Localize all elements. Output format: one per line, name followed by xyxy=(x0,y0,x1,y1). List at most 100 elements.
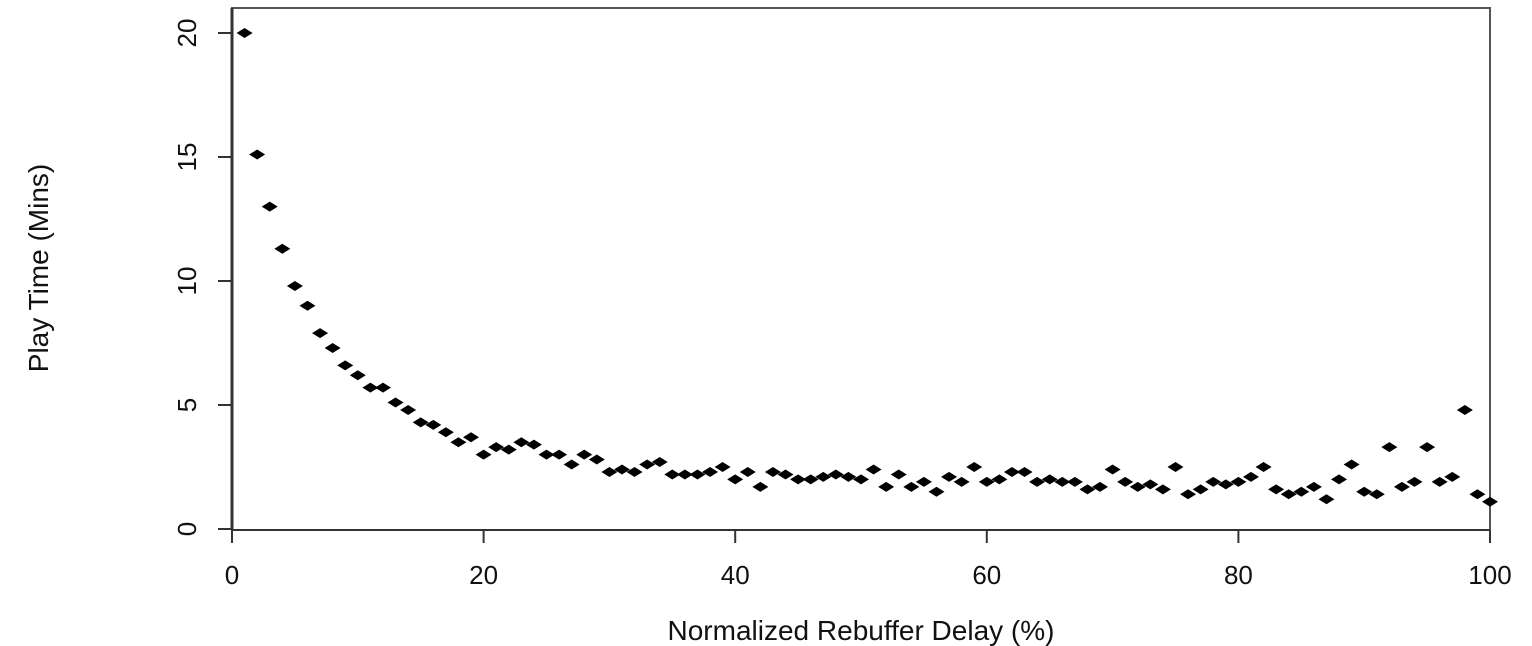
data-point xyxy=(928,486,945,497)
data-point xyxy=(714,462,731,472)
y-tick-label: 15 xyxy=(172,143,202,172)
data-point xyxy=(702,466,719,477)
x-tick-label: 40 xyxy=(721,560,750,590)
data-point xyxy=(689,469,706,480)
data-point xyxy=(1331,474,1348,485)
data-point xyxy=(739,466,756,477)
data-point xyxy=(613,464,630,475)
data-point xyxy=(1444,471,1461,482)
data-point xyxy=(966,462,983,472)
data-point xyxy=(1117,476,1134,487)
data-point xyxy=(500,444,517,455)
data-points xyxy=(236,28,1498,507)
x-tick-label: 0 xyxy=(225,560,239,590)
data-point xyxy=(1268,484,1285,495)
data-point xyxy=(1054,476,1071,487)
y-tick-label: 20 xyxy=(172,19,202,48)
data-point xyxy=(978,476,995,487)
data-point xyxy=(1343,459,1360,470)
data-point xyxy=(1041,474,1058,485)
data-point xyxy=(450,437,467,448)
data-point xyxy=(1393,481,1410,492)
data-point xyxy=(915,476,932,487)
data-point xyxy=(437,427,454,438)
data-point xyxy=(463,432,480,443)
data-point xyxy=(513,437,530,448)
data-point xyxy=(274,243,291,254)
data-point xyxy=(890,469,907,480)
data-point xyxy=(676,469,693,480)
data-point xyxy=(324,342,341,353)
data-point xyxy=(362,382,379,393)
data-point xyxy=(601,466,618,477)
data-point xyxy=(664,469,681,480)
data-point xyxy=(1469,489,1486,500)
plot-area-frame xyxy=(231,7,1491,531)
data-point xyxy=(1192,484,1209,495)
data-point xyxy=(1482,496,1498,507)
data-point xyxy=(387,397,404,408)
data-point xyxy=(878,481,895,492)
data-point xyxy=(475,449,492,460)
data-point xyxy=(865,464,882,475)
data-point xyxy=(1142,479,1159,490)
data-point xyxy=(349,370,366,381)
data-point xyxy=(1066,476,1083,487)
data-point xyxy=(840,471,857,482)
data-point xyxy=(1406,476,1423,487)
data-point xyxy=(1419,442,1436,453)
data-point xyxy=(1154,484,1171,495)
data-point xyxy=(563,459,580,470)
data-point xyxy=(1003,466,1020,477)
data-point xyxy=(236,28,253,38)
x-tick-label: 60 xyxy=(972,560,1001,590)
data-point xyxy=(853,474,869,485)
data-point xyxy=(953,476,970,487)
data-point xyxy=(400,404,417,415)
data-point xyxy=(752,481,769,492)
data-point xyxy=(374,382,391,393)
data-point xyxy=(639,459,656,470)
data-point xyxy=(1356,486,1373,497)
data-point xyxy=(626,466,643,477)
data-point xyxy=(1029,476,1046,487)
data-point xyxy=(249,149,266,160)
data-point xyxy=(1305,481,1322,492)
y-tick-label: 5 xyxy=(172,398,202,412)
data-point xyxy=(727,474,744,485)
data-point xyxy=(312,328,329,339)
data-point xyxy=(941,471,958,482)
x-tick-label: 80 xyxy=(1224,560,1253,590)
data-point xyxy=(1456,404,1473,415)
data-point xyxy=(412,417,429,428)
data-point xyxy=(286,280,303,291)
y-tick-label: 10 xyxy=(172,267,202,296)
data-point xyxy=(802,474,819,485)
data-point xyxy=(488,442,505,453)
data-point xyxy=(538,449,555,460)
data-point xyxy=(777,469,794,480)
data-point xyxy=(991,474,1008,485)
x-axis-title: Normalized Rebuffer Delay (%) xyxy=(668,615,1055,646)
data-point xyxy=(1318,494,1335,505)
data-point xyxy=(1217,479,1234,490)
data-point xyxy=(1230,476,1247,487)
data-point xyxy=(337,360,354,371)
data-point xyxy=(1167,462,1184,472)
y-tick-label: 0 xyxy=(172,522,202,536)
data-point xyxy=(1104,464,1121,475)
x-axis-ticks: 0 20 40 60 80 100 xyxy=(225,530,1512,590)
data-point xyxy=(588,454,605,465)
y-axis-ticks: 0 5 10 15 20 xyxy=(172,19,232,536)
data-point xyxy=(1280,489,1297,500)
data-point xyxy=(903,481,920,492)
data-point xyxy=(790,474,807,485)
data-point xyxy=(299,300,316,311)
data-point xyxy=(764,466,781,477)
data-point xyxy=(525,439,542,450)
data-point xyxy=(651,457,668,468)
data-point xyxy=(1129,481,1146,492)
data-point xyxy=(1092,481,1109,492)
data-point xyxy=(1368,489,1385,500)
